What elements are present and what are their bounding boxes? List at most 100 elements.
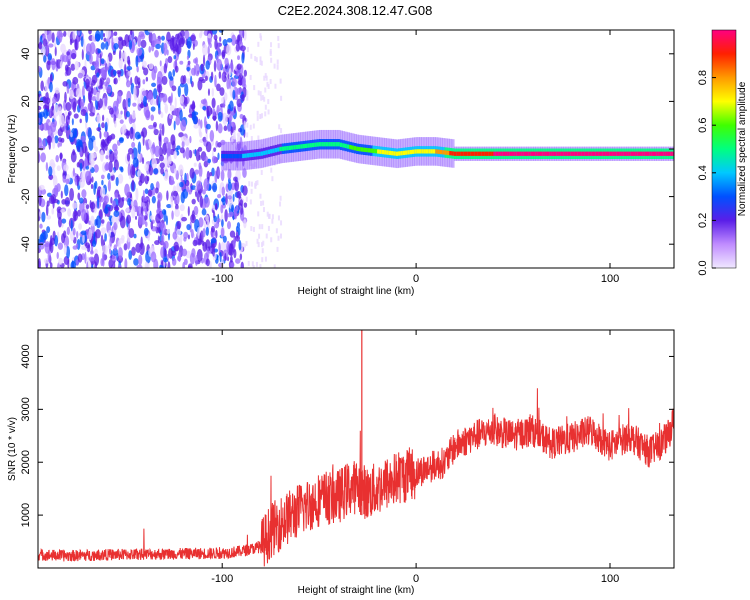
- noise-cell: [207, 158, 212, 163]
- noise-cell: [225, 193, 228, 205]
- signal-core: [353, 146, 357, 151]
- noise-cell: [74, 38, 78, 51]
- y-tick-label: 0: [20, 146, 32, 152]
- noise-cell: [120, 166, 124, 173]
- signal-core: [314, 142, 318, 147]
- noise-cell: [118, 36, 123, 41]
- signal-core: [495, 151, 499, 156]
- signal-core: [407, 150, 411, 155]
- faint-cell: [280, 233, 283, 239]
- signal-core: [637, 151, 641, 156]
- noise-cell: [120, 110, 123, 115]
- noise-cell: [152, 88, 158, 100]
- noise-cell: [177, 112, 180, 119]
- faint-cell: [264, 111, 267, 117]
- noise-cell: [48, 43, 54, 48]
- signal-core: [258, 151, 262, 157]
- noise-cell: [122, 51, 127, 60]
- noise-cell: [131, 152, 135, 160]
- faint-cell: [257, 242, 260, 248]
- noise-cell: [198, 217, 204, 228]
- faint-cell: [263, 75, 266, 81]
- noise-cell: [133, 86, 137, 98]
- noise-cell: [186, 36, 192, 49]
- noise-cell: [230, 121, 236, 128]
- noise-cell: [191, 100, 195, 113]
- noise-cell: [102, 33, 106, 38]
- noise-cell: [44, 242, 50, 248]
- y-tick-label: 3000: [20, 397, 32, 421]
- signal-core: [349, 144, 353, 150]
- noise-cell: [113, 31, 118, 36]
- y-tick-label: -20: [20, 189, 32, 205]
- faint-cell: [259, 193, 262, 199]
- faint-cell: [256, 180, 259, 186]
- noise-cell: [204, 156, 209, 162]
- noise-cell: [181, 248, 188, 257]
- noise-cell: [45, 161, 49, 172]
- noise-cell: [111, 37, 114, 50]
- signal-core: [549, 151, 553, 156]
- noise-cell: [54, 87, 60, 94]
- noise-cell: [221, 186, 226, 197]
- noise-cell: [64, 197, 71, 207]
- noise-cell: [155, 38, 162, 45]
- noise-cell: [178, 164, 184, 176]
- faint-cell: [265, 75, 268, 81]
- noise-cell: [128, 39, 133, 50]
- signal-core: [281, 146, 285, 151]
- signal-core: [384, 150, 388, 155]
- faint-cell: [259, 56, 262, 62]
- signal-core: [595, 151, 599, 156]
- noise-cell: [52, 96, 57, 104]
- noise-cell: [100, 187, 106, 198]
- faint-cell: [256, 110, 259, 116]
- faint-cell: [260, 60, 263, 66]
- signal-core: [435, 149, 439, 154]
- noise-cell: [236, 63, 242, 70]
- noise-cell: [227, 73, 230, 80]
- noise-cell: [72, 210, 79, 222]
- noise-cell: [129, 126, 134, 140]
- faint-cell: [262, 207, 265, 213]
- noise-cell: [64, 184, 69, 197]
- noise-cell: [195, 149, 200, 162]
- noise-cell: [162, 142, 167, 156]
- noise-cell: [108, 259, 114, 268]
- noise-cell: [99, 130, 102, 140]
- noise-cell: [69, 89, 74, 100]
- noise-cell: [157, 109, 162, 115]
- faint-cell: [260, 95, 263, 101]
- noise-cell: [111, 216, 115, 223]
- noise-cell: [224, 57, 229, 66]
- noise-cell: [198, 162, 202, 170]
- signal-core: [570, 151, 574, 156]
- noise-cell: [58, 106, 62, 118]
- noise-cell: [105, 83, 108, 91]
- noise-cell: [126, 152, 131, 162]
- signal-core: [498, 151, 502, 156]
- noise-cell: [161, 123, 165, 136]
- noise-cell: [38, 41, 43, 50]
- signal-core: [577, 151, 581, 156]
- signal-core: [232, 153, 236, 159]
- noise-cell: [77, 209, 82, 217]
- noise-cell: [70, 151, 77, 163]
- noise-cell: [94, 180, 98, 190]
- faint-cell: [256, 115, 259, 121]
- noise-cell: [90, 82, 93, 93]
- noise-cell: [174, 208, 180, 218]
- signal-core: [667, 151, 671, 156]
- signal-core: [356, 146, 360, 151]
- noise-cell: [105, 161, 110, 171]
- snr-y-label: SNR (10 * v/v): [7, 417, 18, 481]
- noise-cell: [193, 162, 197, 167]
- noise-cell: [87, 103, 91, 112]
- noise-cell: [157, 191, 163, 202]
- noise-cell: [57, 242, 64, 250]
- noise-cell: [150, 182, 154, 191]
- faint-cell: [271, 214, 274, 220]
- noise-cell: [124, 183, 130, 196]
- noise-cell: [215, 229, 218, 239]
